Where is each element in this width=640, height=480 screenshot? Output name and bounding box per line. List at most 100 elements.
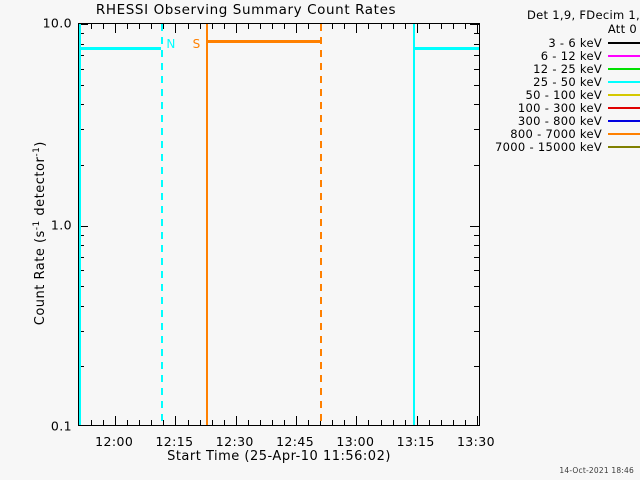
- legend-entry: 800 - 7000 keV: [487, 126, 640, 141]
- x-tick-minor: [187, 420, 189, 425]
- orbit-event-label: N: [166, 37, 176, 51]
- x-tick-minor-top: [308, 24, 310, 29]
- y-tick-minor: [79, 33, 84, 35]
- x-tick-major: [416, 416, 418, 425]
- x-tick-label: 12:00: [95, 434, 134, 449]
- legend-entry: 25 - 50 keV: [487, 74, 640, 89]
- y-tick-label: 0.1: [50, 418, 72, 434]
- x-tick-major-top: [115, 24, 117, 33]
- x-tick-minor: [308, 420, 310, 425]
- x-tick-minor: [247, 420, 249, 425]
- x-tick-minor: [344, 420, 346, 425]
- x-tick-minor: [127, 420, 129, 425]
- y-tick-minor-right: [474, 234, 479, 236]
- x-tick-major: [115, 416, 117, 425]
- x-tick-minor: [332, 420, 334, 425]
- x-tick-minor: [163, 420, 165, 425]
- y-tick-minor-right: [474, 43, 479, 45]
- legend-entry-label: 100 - 300 keV: [517, 100, 602, 115]
- x-tick-minor-top: [464, 24, 466, 29]
- orbit-event-label: S: [192, 37, 201, 51]
- x-tick-minor-top: [91, 24, 93, 29]
- x-tick-major: [175, 416, 177, 425]
- x-tick-minor: [452, 420, 454, 425]
- x-tick-minor: [151, 420, 153, 425]
- legend-entry-label: 6 - 12 keV: [540, 48, 602, 63]
- x-tick-minor-top: [187, 24, 189, 29]
- y-tick-minor-right: [474, 245, 479, 247]
- legend-entry: 7000 - 15000 keV: [487, 140, 640, 154]
- x-tick-major-top: [175, 24, 177, 33]
- x-tick-major-top: [296, 24, 298, 33]
- y-tick-minor: [79, 270, 84, 272]
- event-marker-night-start: [79, 24, 81, 425]
- legend-color-swatch: [608, 54, 640, 57]
- legend-entry-label: 25 - 50 keV: [533, 74, 602, 89]
- x-tick-minor-top: [392, 24, 394, 29]
- y-tick-label: 10.0: [42, 15, 72, 31]
- x-tick-minor-top: [271, 24, 273, 29]
- y-tick-minor: [79, 55, 84, 57]
- legend-entry: 50 - 100 keV: [487, 87, 640, 102]
- x-tick-minor-top: [211, 24, 213, 29]
- y-tick-minor: [79, 256, 84, 258]
- y-tick-minor: [79, 129, 84, 131]
- y-tick-minor: [79, 245, 84, 247]
- x-tick-minor: [284, 420, 286, 425]
- x-tick-minor-top: [404, 24, 406, 29]
- x-tick-minor: [392, 420, 394, 425]
- legend-color-swatch: [608, 93, 640, 96]
- event-marker-saa-start: [205, 24, 208, 425]
- x-tick-minor-top: [163, 24, 165, 29]
- x-tick-label: 13:00: [336, 434, 375, 449]
- legend-color-swatch: [608, 67, 640, 70]
- x-tick-minor-top: [440, 24, 442, 29]
- x-tick-minor: [368, 420, 370, 425]
- y-tick-minor: [79, 104, 84, 106]
- y-tick-minor: [79, 43, 84, 45]
- x-tick-minor-top: [332, 24, 334, 29]
- x-tick-label: 12:15: [155, 434, 194, 449]
- y-tick-major-right: [470, 24, 479, 25]
- x-tick-major-top: [476, 24, 478, 33]
- x-tick-label: 12:45: [276, 434, 315, 449]
- legend-entry-label: 50 - 100 keV: [525, 87, 602, 102]
- y-tick-major-right: [470, 225, 479, 227]
- legend-color-swatch: [608, 106, 640, 109]
- event-marker-night-end: [161, 24, 164, 425]
- legend: Det 1,9, FDecim 1, Att 0 3 - 6 keV 6 - 12…: [487, 8, 640, 154]
- y-tick-minor-right: [474, 84, 479, 86]
- y-tick-minor-right: [474, 305, 479, 307]
- legend-entry-label: 800 - 7000 keV: [510, 126, 602, 141]
- x-tick-minor-top: [139, 24, 141, 29]
- y-tick-minor: [79, 68, 84, 70]
- x-tick-minor: [199, 420, 201, 425]
- y-tick-major: [79, 225, 88, 227]
- x-tick-major: [235, 416, 237, 425]
- legend-entry: 6 - 12 keV: [487, 48, 640, 63]
- y-tick-minor-right: [474, 286, 479, 288]
- x-tick-minor-top: [344, 24, 346, 29]
- count-rate-segment: [205, 40, 321, 44]
- legend-entry-label: 300 - 800 keV: [517, 113, 602, 128]
- x-tick-minor: [91, 420, 93, 425]
- x-tick-major-top: [356, 24, 358, 33]
- y-tick-minor-right: [474, 256, 479, 258]
- y-tick-minor-right: [474, 55, 479, 57]
- legend-entry-list: 3 - 6 keV 6 - 12 keV 12 - 25 keV 25 - 50 ke…: [487, 36, 640, 154]
- x-tick-minor-top: [247, 24, 249, 29]
- x-tick-minor: [428, 420, 430, 425]
- y-tick-minor-right: [474, 164, 479, 166]
- x-tick-minor-top: [368, 24, 370, 29]
- legend-entry: 300 - 800 keV: [487, 113, 640, 128]
- legend-entry: 12 - 25 keV: [487, 62, 640, 76]
- x-tick-minor-top: [428, 24, 430, 29]
- x-tick-major: [356, 416, 358, 425]
- x-tick-major-top: [416, 24, 418, 33]
- y-tick-minor: [79, 366, 84, 368]
- y-tick-minor-right: [474, 270, 479, 272]
- x-tick-label: 13:30: [456, 434, 495, 449]
